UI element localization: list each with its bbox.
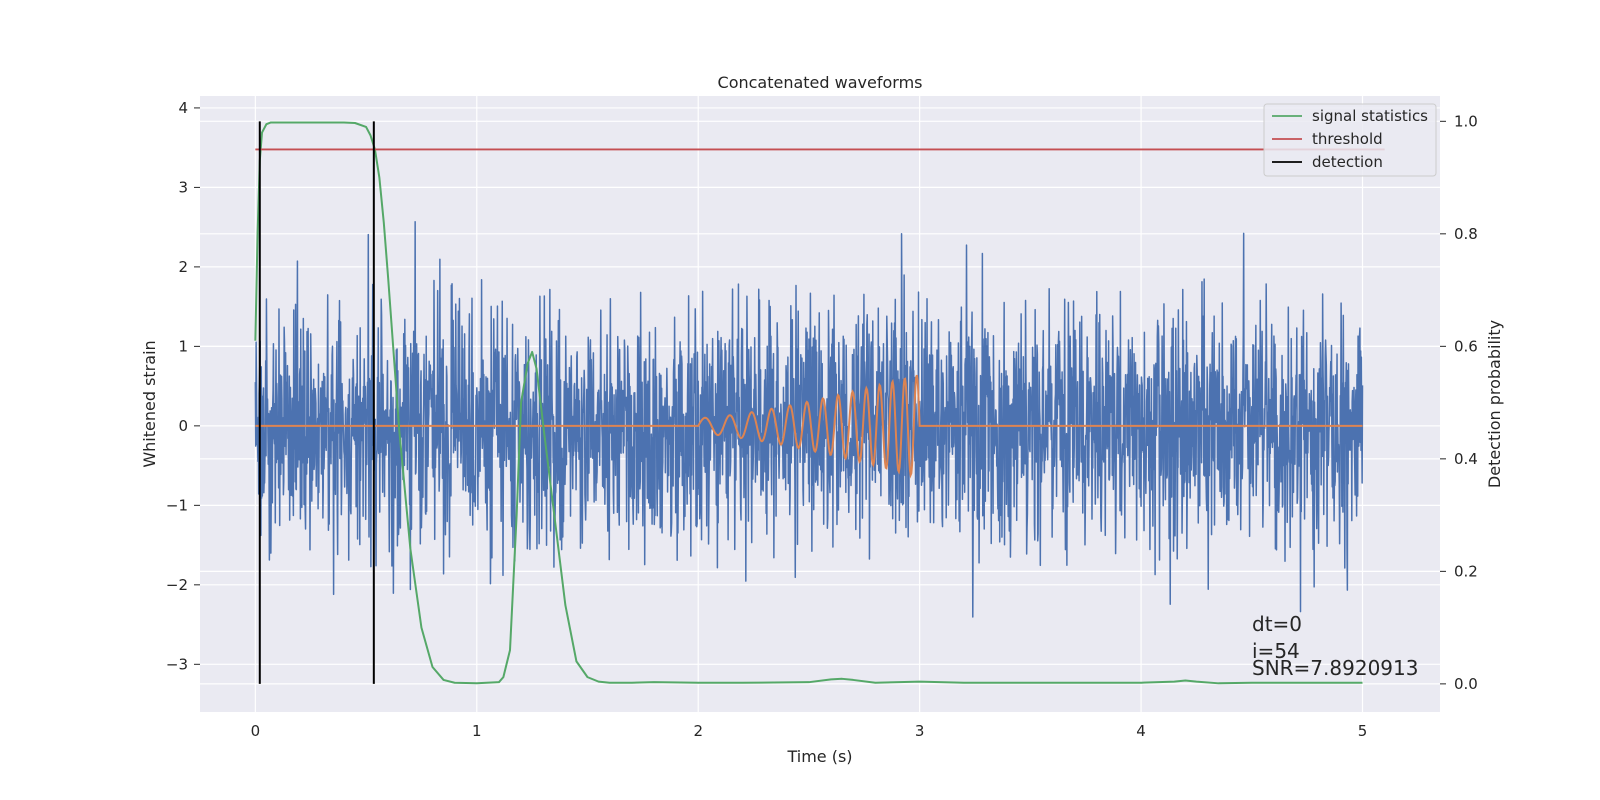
legend-box — [1263, 103, 1437, 177]
y-tick-label: −1 — [166, 496, 188, 514]
annotation-snr: SNR=7.8920913 — [1252, 656, 1418, 680]
injected-signal-line — [255, 374, 1363, 479]
legend-label-detection: detection — [1312, 153, 1383, 171]
detection-series — [258, 121, 375, 684]
y-tick-label: 0 — [178, 417, 188, 435]
y-ticks-right: 0.0 0.2 0.4 0.6 0.8 1.0 — [1440, 112, 1478, 693]
chart-title: Concatenated waveforms — [718, 73, 923, 92]
y-right-tick-label: 0.2 — [1454, 562, 1478, 580]
x-tick-label: 3 — [915, 722, 925, 740]
x-axis-label: Time (s) — [786, 747, 852, 766]
x-tick-label: 0 — [251, 722, 261, 740]
annotation-index: i=54 — [1252, 639, 1300, 663]
y-right-tick-label: 0.6 — [1454, 337, 1478, 355]
y-ticks-left: −3 −2 −1 0 1 2 3 4 — [166, 99, 200, 673]
y-right-tick-label: 0.4 — [1454, 450, 1478, 468]
legend: signal statistics threshold detection — [1263, 103, 1437, 177]
noise-series — [254, 220, 1364, 618]
x-tick-label: 4 — [1136, 722, 1146, 740]
legend-label-signal-statistics: signal statistics — [1312, 107, 1428, 125]
y-tick-label: 2 — [178, 258, 188, 276]
signal-statistics-series — [254, 121, 1363, 685]
x-ticks: 0 1 2 3 4 5 — [251, 722, 1368, 740]
y-axis-label-right: Detection probability — [1485, 320, 1504, 488]
y-right-tick-label: 0.8 — [1454, 225, 1478, 243]
x-tick-label: 2 — [693, 722, 703, 740]
y-tick-label: 1 — [178, 337, 188, 355]
injected-signal-series — [255, 374, 1363, 479]
noise-line — [254, 220, 1364, 618]
y-tick-label: −3 — [166, 655, 188, 673]
y-axis-label: Whitened strain — [140, 340, 159, 467]
annotation-dt: dt=0 — [1252, 612, 1302, 636]
signal-statistics-line — [254, 121, 1363, 685]
y-right-tick-label: 1.0 — [1454, 112, 1478, 130]
legend-label-threshold: threshold — [1312, 130, 1383, 148]
x-tick-label: 5 — [1358, 722, 1368, 740]
y-tick-label: 3 — [178, 178, 188, 196]
y-tick-label: −2 — [166, 576, 188, 594]
y-tick-label: 4 — [178, 99, 188, 117]
x-tick-label: 1 — [472, 722, 482, 740]
y-right-tick-label: 0.0 — [1454, 675, 1478, 693]
